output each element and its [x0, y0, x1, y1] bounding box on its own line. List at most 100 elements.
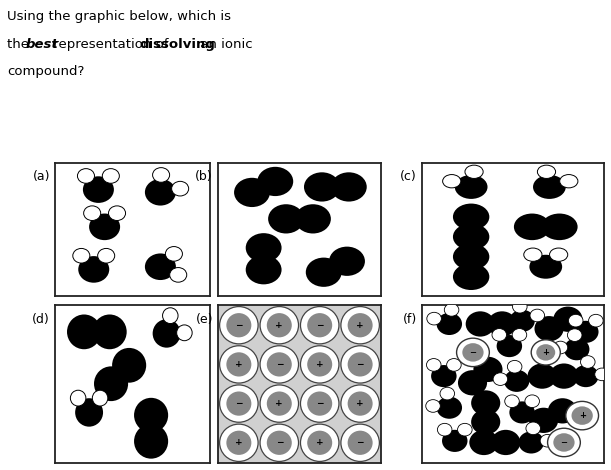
Circle shape [554, 306, 582, 332]
Circle shape [98, 249, 115, 263]
Circle shape [246, 255, 282, 284]
Circle shape [234, 178, 270, 207]
Circle shape [268, 204, 304, 234]
Circle shape [568, 314, 583, 327]
Circle shape [442, 430, 467, 452]
Circle shape [453, 243, 489, 270]
Circle shape [83, 176, 114, 203]
Circle shape [93, 314, 126, 349]
Circle shape [533, 175, 566, 199]
Circle shape [267, 392, 292, 415]
Text: +: + [276, 321, 283, 330]
Circle shape [84, 206, 101, 220]
Circle shape [70, 390, 86, 406]
Circle shape [571, 407, 593, 425]
Circle shape [524, 248, 542, 261]
Circle shape [246, 233, 282, 262]
Text: +: + [579, 411, 586, 420]
Circle shape [530, 309, 544, 322]
Circle shape [431, 365, 456, 387]
Circle shape [172, 181, 189, 196]
Text: (e): (e) [196, 313, 213, 326]
Circle shape [580, 356, 595, 368]
Circle shape [260, 346, 299, 383]
Circle shape [426, 400, 441, 412]
Circle shape [466, 311, 495, 337]
Circle shape [564, 338, 590, 360]
Circle shape [510, 310, 535, 332]
Text: (a): (a) [32, 170, 50, 183]
Circle shape [456, 338, 489, 367]
Circle shape [348, 313, 373, 337]
Text: −: − [469, 348, 477, 357]
Text: −: − [276, 360, 283, 369]
Circle shape [519, 431, 544, 454]
Circle shape [463, 343, 484, 361]
Circle shape [177, 325, 192, 341]
Text: +: + [276, 399, 283, 408]
Text: −: − [356, 360, 364, 369]
Circle shape [260, 306, 299, 344]
Circle shape [568, 329, 582, 341]
Circle shape [341, 346, 379, 383]
Text: representation of: representation of [49, 38, 173, 51]
Circle shape [348, 431, 373, 455]
Circle shape [553, 341, 568, 354]
Circle shape [458, 423, 472, 436]
Text: Using the graphic below, which is: Using the graphic below, which is [7, 10, 232, 24]
Circle shape [304, 172, 340, 202]
Circle shape [134, 398, 168, 432]
Circle shape [512, 329, 527, 341]
Text: (d): (d) [32, 313, 50, 326]
Circle shape [444, 304, 459, 316]
Circle shape [75, 398, 103, 427]
Circle shape [504, 370, 529, 392]
Text: +: + [356, 399, 364, 408]
Circle shape [78, 256, 109, 282]
Circle shape [437, 397, 462, 419]
Circle shape [469, 430, 499, 455]
Circle shape [529, 255, 562, 279]
Circle shape [301, 424, 339, 462]
Circle shape [573, 321, 599, 343]
Circle shape [307, 352, 332, 376]
Circle shape [348, 392, 373, 415]
Text: −: − [276, 439, 283, 447]
Circle shape [94, 366, 128, 401]
Circle shape [453, 224, 489, 250]
Circle shape [554, 433, 574, 452]
Circle shape [548, 398, 577, 423]
Circle shape [92, 390, 108, 406]
Circle shape [442, 174, 461, 188]
Circle shape [538, 165, 555, 179]
Text: dissolving: dissolving [139, 38, 215, 51]
Text: −: − [235, 321, 243, 330]
Circle shape [447, 359, 461, 371]
Circle shape [547, 428, 580, 457]
Circle shape [514, 213, 551, 240]
Text: the: the [7, 38, 34, 51]
Circle shape [588, 314, 603, 327]
Circle shape [526, 422, 541, 435]
Circle shape [267, 313, 292, 337]
Circle shape [301, 306, 339, 344]
Circle shape [219, 306, 258, 344]
Circle shape [497, 335, 522, 357]
Circle shape [437, 313, 462, 335]
Text: an ionic: an ionic [196, 38, 252, 51]
Circle shape [458, 370, 487, 395]
Circle shape [510, 401, 535, 423]
Circle shape [153, 168, 170, 182]
Circle shape [492, 329, 507, 341]
Circle shape [260, 385, 299, 422]
Circle shape [513, 300, 527, 313]
Circle shape [493, 373, 508, 385]
Circle shape [73, 249, 90, 263]
Circle shape [536, 344, 555, 360]
Circle shape [170, 267, 187, 282]
Text: −: − [316, 321, 323, 330]
Circle shape [226, 431, 251, 455]
Text: −: − [560, 438, 568, 447]
Circle shape [134, 424, 168, 459]
Circle shape [505, 395, 519, 407]
